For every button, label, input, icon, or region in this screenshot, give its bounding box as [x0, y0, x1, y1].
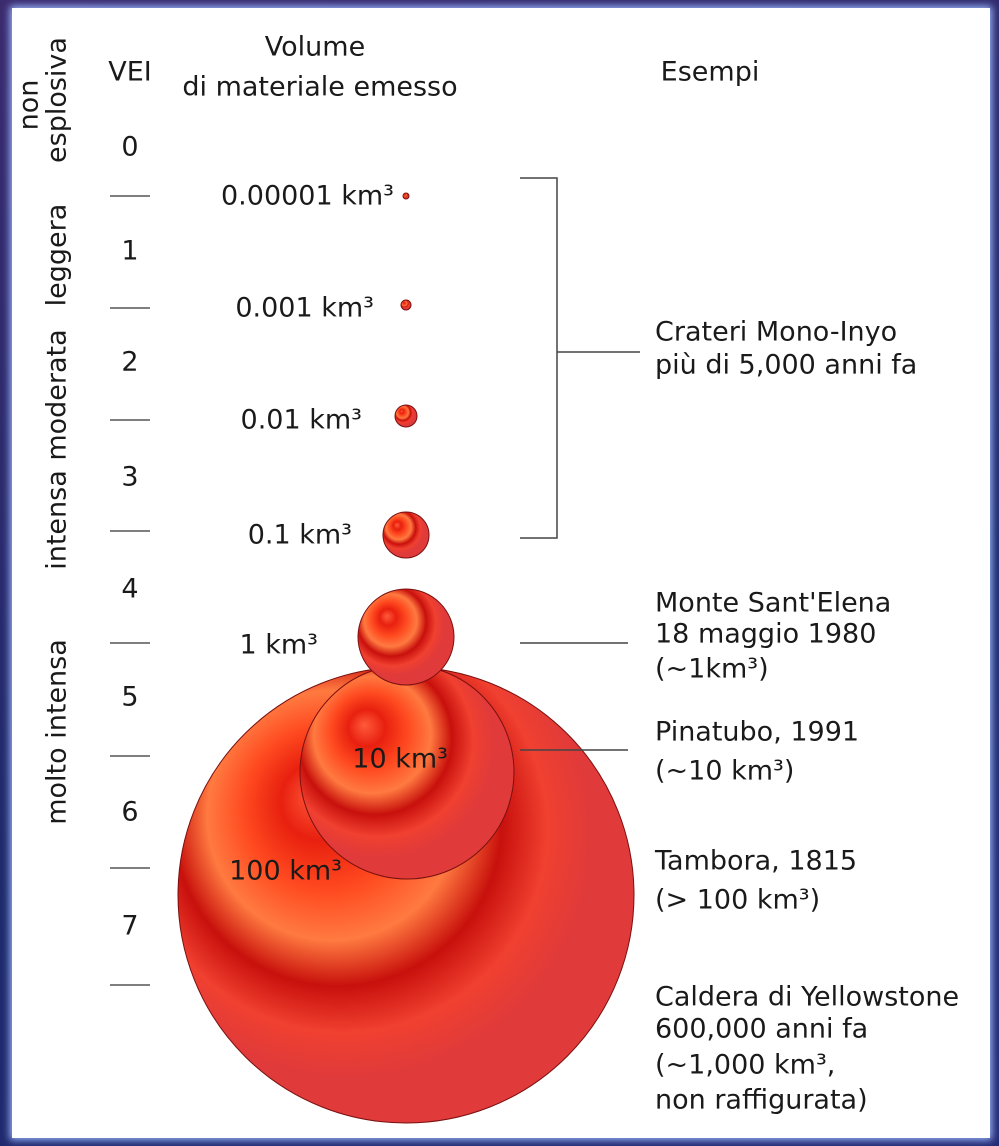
example-text: (~10 km³)	[655, 756, 794, 787]
volume-label: 0.01 km³	[241, 405, 362, 436]
separators	[110, 195, 150, 986]
vei-level: 2	[121, 347, 138, 378]
example-text: Monte Sant'Elena	[655, 588, 891, 619]
category-label: non	[14, 80, 45, 131]
category-label: intensa	[42, 470, 73, 570]
bracket	[520, 177, 640, 539]
category-label: molto intensa	[42, 639, 73, 825]
example-text: Caldera di Yellowstone	[655, 982, 959, 1013]
category-label: leggera	[42, 204, 73, 307]
examples: Crateri Mono-Inyo più di 5,000 anni fa M…	[654, 317, 959, 1116]
vei-level: 7	[121, 911, 138, 942]
volume-header: di materiale emesso	[182, 72, 457, 103]
example-text: Crateri Mono-Inyo	[655, 317, 897, 348]
vei-level: 3	[121, 462, 138, 493]
circle	[400, 299, 412, 311]
example-text: (~1km³)	[655, 654, 769, 685]
examples-header: Esempi	[661, 57, 760, 88]
circles	[177, 192, 635, 1124]
example-text: non raffigurata)	[655, 1085, 868, 1116]
category-label: moderata	[42, 329, 73, 460]
circle	[357, 588, 455, 686]
vei-header: VEI	[108, 57, 152, 88]
example-text: (~1,000 km³,	[655, 1050, 835, 1081]
circle	[402, 192, 410, 200]
vei-level: 1	[121, 236, 138, 267]
circle	[382, 511, 430, 559]
vei-level: 4	[121, 574, 138, 605]
category-label: esplosiva	[42, 37, 73, 163]
volume-label: 1 km³	[239, 630, 318, 661]
example-text: Pinatubo, 1991	[655, 717, 859, 748]
example-text: (> 100 km³)	[655, 885, 820, 916]
vei-level: 6	[121, 797, 138, 828]
example-text: 18 maggio 1980	[655, 619, 876, 650]
vei-level: 0	[121, 132, 138, 163]
vei-levels: 0 1 2 3 4 5 6 7	[121, 132, 138, 942]
example-text: più di 5,000 anni fa	[655, 350, 917, 381]
example-text: Tambora, 1815	[654, 846, 857, 877]
circle	[394, 404, 418, 428]
volume-header: Volume	[265, 32, 365, 63]
volume-label: 0.1 km³	[248, 520, 352, 551]
volume-label: 0.00001 km³	[221, 181, 394, 212]
volume-label: 0.001 km³	[235, 293, 374, 324]
volume-label: 100 km³	[229, 856, 342, 887]
vei-level: 5	[121, 682, 138, 713]
volume-label: 10 km³	[352, 744, 448, 775]
example-text: 600,000 anni fa	[655, 1014, 868, 1045]
volume-labels: 0.00001 km³ 0.001 km³ 0.01 km³ 0.1 km³ 1…	[221, 181, 448, 887]
